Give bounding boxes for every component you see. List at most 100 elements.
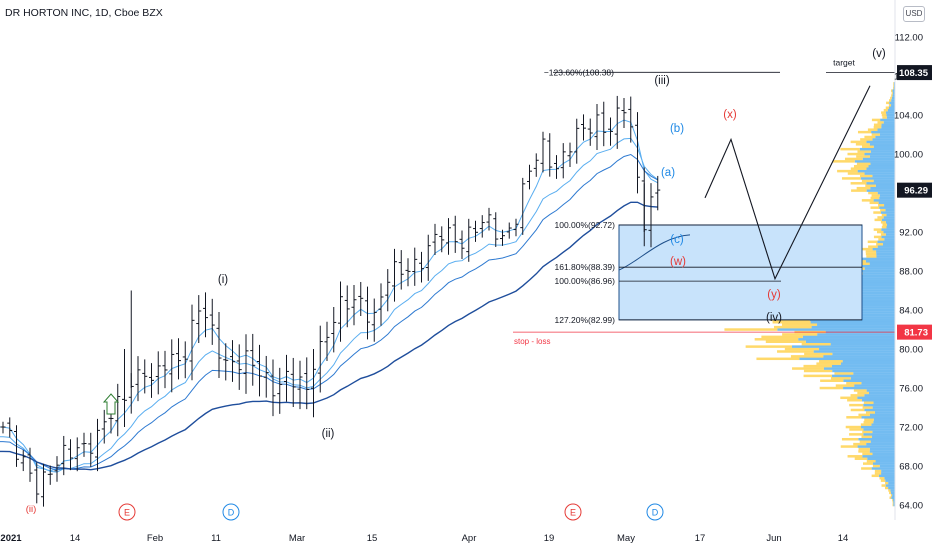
volume-profile-row bbox=[833, 289, 895, 292]
ohlc-bar bbox=[500, 229, 505, 246]
ohlc-bars bbox=[0, 95, 661, 507]
volume-profile-row bbox=[877, 245, 895, 248]
y-tick-label: 84.00 bbox=[899, 306, 923, 317]
target-label: target bbox=[833, 58, 855, 68]
ohlc-bar bbox=[446, 218, 451, 255]
volume-profile-row bbox=[873, 228, 882, 231]
volume-profile-row bbox=[817, 323, 895, 326]
volume-profile-row bbox=[873, 211, 882, 214]
volume-profile-row bbox=[846, 269, 895, 273]
volume-profile-row bbox=[884, 476, 895, 480]
volume-profile-row bbox=[873, 199, 895, 202]
ohlc-bar bbox=[331, 307, 337, 353]
wave-label: (iv) bbox=[766, 312, 782, 324]
volume-profile-row bbox=[844, 157, 863, 161]
ohlc-bar bbox=[142, 359, 148, 394]
ohlc-bar bbox=[412, 247, 418, 286]
fib-level-label: 127.20%(82.99) bbox=[555, 315, 616, 325]
x-tick-label: 17 bbox=[695, 533, 706, 544]
volume-profile-row bbox=[862, 430, 873, 434]
event-marker[interactable]: E bbox=[118, 503, 136, 521]
ohlc-bar bbox=[0, 421, 6, 434]
volume-profile-row bbox=[858, 437, 895, 441]
volume-profile-row bbox=[892, 494, 895, 497]
volume-profile-row bbox=[830, 377, 851, 380]
volume-profile-row bbox=[872, 464, 880, 468]
ohlc-bar bbox=[574, 118, 580, 164]
volume-profile-row bbox=[873, 401, 895, 404]
volume-profile-row bbox=[887, 108, 895, 112]
volume-profile-row bbox=[790, 355, 824, 358]
time-axis[interactable]: 2021 14 Feb 11 Mar 15 Apr 19 May 17 Jun 14 bbox=[0, 533, 848, 544]
currency-button[interactable]: USD bbox=[903, 6, 925, 22]
projection-box[interactable] bbox=[618, 224, 863, 321]
volume-profile-row bbox=[890, 494, 893, 497]
volume-profile-row bbox=[865, 411, 875, 414]
y-tick-label: 76.00 bbox=[899, 384, 923, 395]
ohlc-bar bbox=[34, 462, 40, 504]
ohlc-bar bbox=[648, 183, 654, 248]
ohlc-bar bbox=[189, 304, 195, 381]
volume-profile-row bbox=[881, 469, 895, 473]
volume-profile-row bbox=[784, 347, 820, 351]
event-marker[interactable]: E bbox=[564, 503, 582, 521]
volume-profile-row bbox=[832, 352, 895, 356]
volume-profile-row bbox=[873, 420, 895, 424]
volume-profile-row bbox=[893, 498, 895, 502]
volume-profile-row bbox=[868, 191, 878, 195]
ohlc-bar bbox=[452, 215, 458, 253]
volume-profile-row bbox=[881, 472, 895, 475]
volume-profile-row bbox=[892, 89, 895, 92]
volume-profile-row bbox=[879, 196, 895, 200]
volume-profile-row bbox=[834, 372, 854, 375]
volume-profile-row bbox=[846, 281, 895, 285]
volume-profile-row bbox=[862, 452, 873, 456]
ohlc-bar bbox=[554, 155, 559, 179]
volume-profile-row bbox=[869, 450, 895, 453]
volume-profile-row bbox=[831, 294, 895, 297]
event-marker[interactable]: D bbox=[222, 503, 240, 521]
x-tick-label: May bbox=[617, 533, 635, 544]
volume-profile-row bbox=[867, 240, 878, 244]
volume-profile-row bbox=[858, 447, 870, 451]
volume-profile-row bbox=[862, 406, 873, 409]
volume-profile-row bbox=[745, 345, 792, 348]
ohlc-bar bbox=[594, 104, 600, 150]
volume-profile-row bbox=[881, 228, 895, 231]
volume-profile-row bbox=[864, 418, 874, 421]
volume-profile-row bbox=[886, 113, 895, 117]
wave-label: (y) bbox=[767, 289, 781, 301]
volume-profile-row bbox=[866, 189, 895, 192]
ohlc-bar bbox=[513, 218, 519, 237]
volume-profile-row bbox=[861, 264, 895, 268]
ohlc-bar bbox=[203, 292, 208, 338]
ohlc-bar bbox=[74, 437, 80, 472]
price-axis[interactable]: 112.00108.00104.00100.0096.0092.0088.008… bbox=[894, 0, 932, 520]
volume-profile-row bbox=[884, 486, 889, 490]
volume-profile-row bbox=[868, 245, 878, 248]
volume-profile-row bbox=[851, 189, 867, 192]
volume-profile-row bbox=[893, 86, 895, 90]
ohlc-bar bbox=[473, 220, 478, 242]
ohlc-bar bbox=[344, 285, 350, 328]
price-tag-label: 81.73 bbox=[904, 328, 928, 339]
volume-profile-row bbox=[804, 352, 833, 356]
volume-profile-row bbox=[870, 186, 895, 190]
event-marker[interactable]: D bbox=[646, 503, 664, 521]
ohlc-bar bbox=[95, 418, 100, 472]
volume-profile-row bbox=[883, 108, 888, 112]
ema-line-light bbox=[0, 119, 659, 472]
fib-level-label: 100.00%(92.72) bbox=[555, 220, 616, 230]
volume-profile-row bbox=[782, 333, 818, 336]
ohlc-bar bbox=[533, 153, 539, 177]
volume-profile-row bbox=[877, 191, 895, 195]
volume-profile-row bbox=[840, 362, 895, 365]
volume-profile-row bbox=[869, 413, 895, 417]
volume-profile-row bbox=[889, 101, 895, 105]
volume-profile-row bbox=[854, 457, 868, 460]
volume-profile-row bbox=[774, 325, 812, 329]
ohlc-bar bbox=[47, 465, 53, 485]
ohlc-bar bbox=[243, 334, 249, 394]
volume-profile-row bbox=[843, 386, 895, 390]
